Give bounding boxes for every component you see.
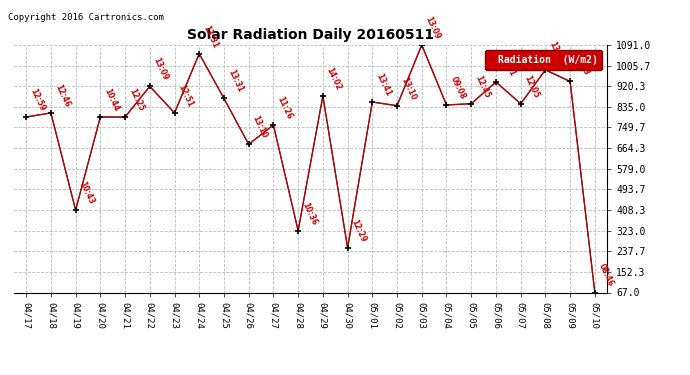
Text: 13:31: 13:31	[201, 24, 219, 50]
Text: 09:08: 09:08	[448, 75, 467, 100]
Text: 13:10: 13:10	[399, 76, 417, 101]
Text: 10:44: 10:44	[102, 87, 121, 112]
Text: Copyright 2016 Cartronics.com: Copyright 2016 Cartronics.com	[8, 13, 164, 22]
Text: 11:01: 11:01	[498, 52, 516, 78]
Text: 13:09: 13:09	[152, 56, 170, 82]
Text: 12:25: 12:25	[127, 87, 146, 112]
Title: Solar Radiation Daily 20160511: Solar Radiation Daily 20160511	[187, 28, 434, 42]
Text: 12:46: 12:46	[53, 83, 71, 109]
Text: 12:59: 12:59	[28, 87, 46, 112]
Text: 12:29: 12:29	[350, 218, 368, 243]
Text: 13:10: 13:10	[250, 114, 269, 140]
Text: 14:02: 14:02	[325, 66, 343, 92]
Text: 13:09: 13:09	[424, 15, 442, 40]
Text: 10:36: 10:36	[300, 201, 319, 226]
Text: 11:43: 11:43	[572, 51, 591, 77]
Text: 13:31: 13:31	[226, 68, 244, 94]
Text: 13:10: 13:10	[547, 40, 566, 66]
Text: 10:43: 10:43	[77, 180, 96, 206]
Legend: Radiation  (W/m2): Radiation (W/m2)	[485, 50, 602, 70]
Text: 08:46: 08:46	[597, 262, 615, 288]
Text: 11:26: 11:26	[275, 95, 294, 121]
Text: 12:05: 12:05	[522, 74, 541, 99]
Text: 13:41: 13:41	[374, 72, 393, 98]
Text: 12:51: 12:51	[177, 83, 195, 109]
Text: 12:45: 12:45	[473, 74, 491, 99]
